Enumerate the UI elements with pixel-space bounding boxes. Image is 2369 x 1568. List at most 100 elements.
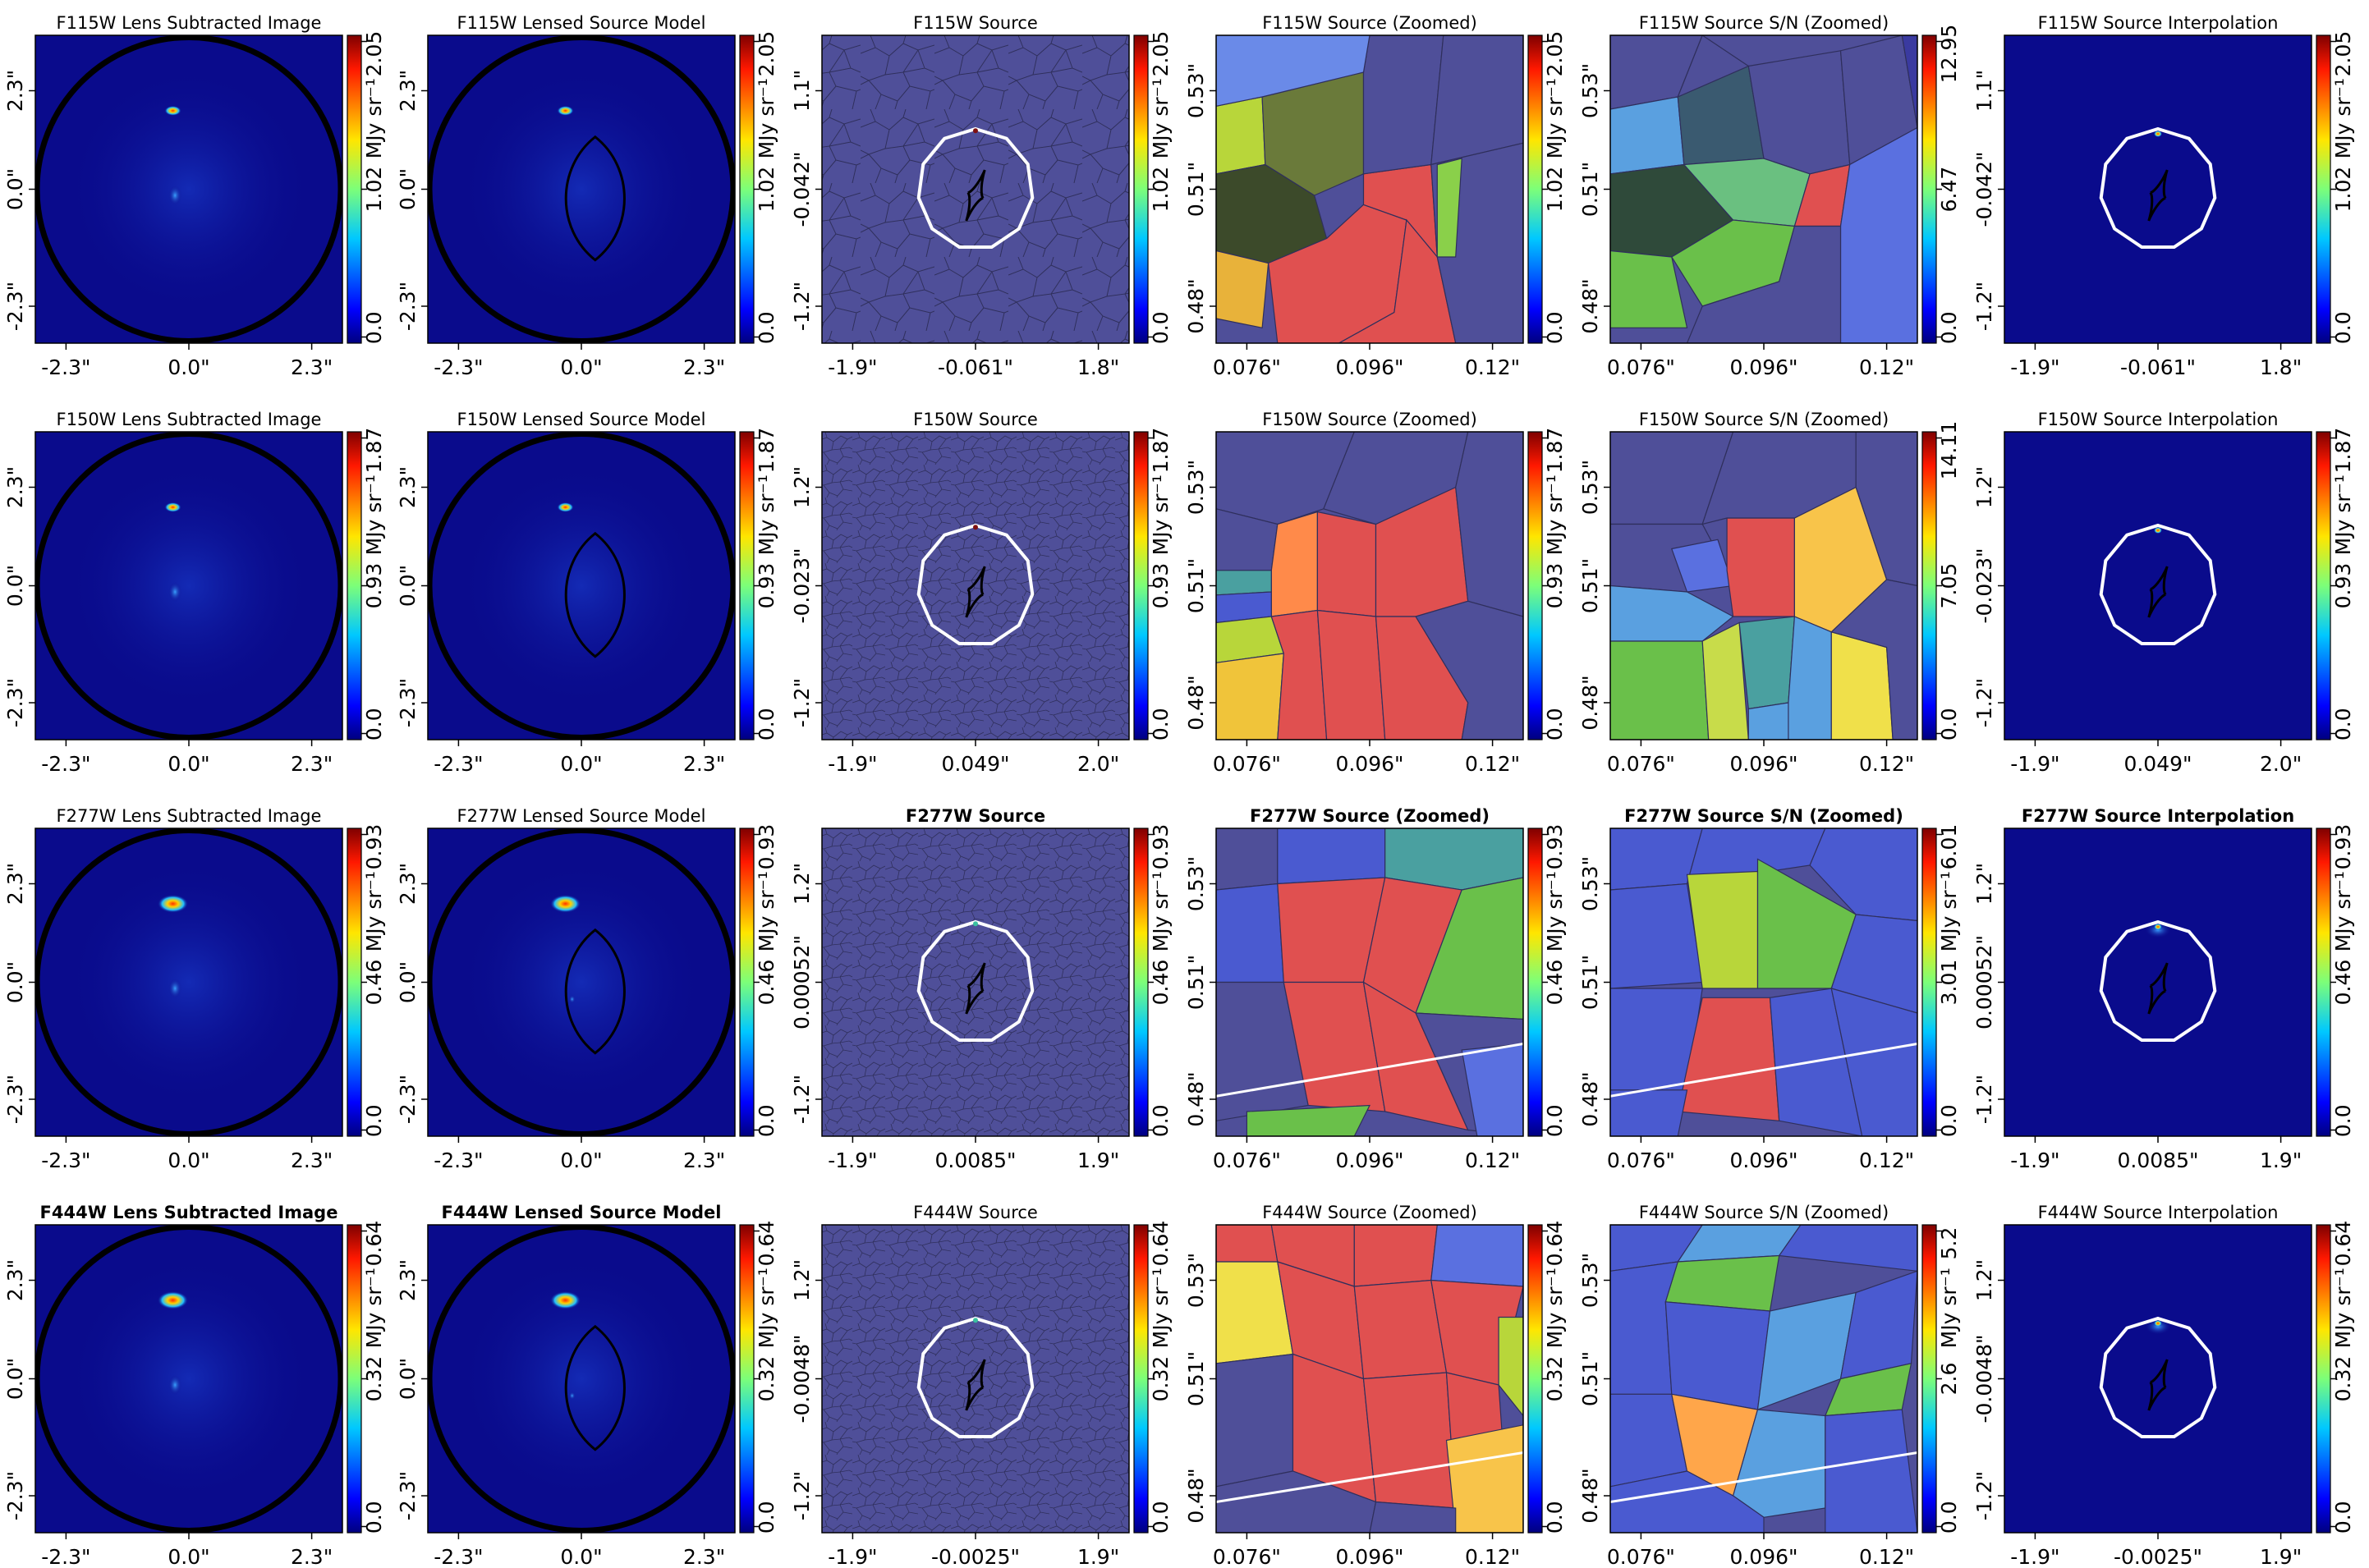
source-peak <box>2154 131 2162 137</box>
voronoi-cell <box>1338 218 1457 343</box>
colorbar-unit-label: MJy sr⁻¹ <box>1149 475 1173 555</box>
caustic-outer <box>916 126 1035 249</box>
colorbar-mid-label: 0.93 <box>1543 563 1567 609</box>
mask-circle <box>428 828 735 1136</box>
y-tick-label: -1.2" <box>1972 678 1996 727</box>
colorbar-min-label: 0.0 <box>1543 708 1567 740</box>
voronoi-cell <box>1216 35 1370 107</box>
colorbar-unit-label: MJy sr⁻¹ <box>755 475 778 555</box>
colorbar-min-label: 0.0 <box>1543 1104 1567 1137</box>
colorbar-mid-label: 0.46 <box>2331 960 2355 1006</box>
plot-area <box>35 828 342 1136</box>
mask-circle <box>35 1225 342 1533</box>
voronoi-cell <box>1461 1043 1523 1136</box>
colorbar-mid-label: 0.46 <box>755 960 778 1006</box>
colorbar-unit-label: MJy sr⁻¹ <box>362 475 386 555</box>
colorbar-unit-label: MJy sr⁻¹ <box>362 78 386 158</box>
x-tick-label: -1.9" <box>2010 1148 2059 1172</box>
y-tick-label: 2.3" <box>3 466 27 508</box>
mask-circle <box>428 35 735 343</box>
plot-area <box>428 828 735 1136</box>
plot-area <box>1610 1225 1917 1533</box>
colorbar-unit-label: MJy sr⁻¹ <box>1543 1268 1567 1348</box>
caustic-outer <box>916 523 1035 645</box>
caustic-segment <box>1216 1043 1523 1098</box>
y-tick-label: 0.53" <box>1578 63 1602 118</box>
voronoi-cell <box>1277 828 1386 885</box>
colorbar-max-label: 1.87 <box>362 428 386 474</box>
colorbar-mid-label: 1.02 <box>755 167 778 213</box>
colorbar-mid-label: 7.05 <box>1937 563 1961 609</box>
colorbar <box>2316 1224 2331 1534</box>
y-tick-label: 1.2" <box>790 863 814 905</box>
x-tick-label: 0.076" <box>1213 1148 1281 1172</box>
y-tick-label: -2.3" <box>3 1471 27 1520</box>
colorbar-min-label: 0.0 <box>1149 311 1173 344</box>
y-tick-label: 1.2" <box>1972 1259 1996 1301</box>
x-tick-label: 0.0" <box>560 355 602 379</box>
x-tick-label: 0.076" <box>1607 1545 1675 1568</box>
y-tick-label: 1.1" <box>1972 70 1996 112</box>
y-tick-label: 0.53" <box>1184 63 1208 118</box>
voronoi-cell <box>1415 600 1523 740</box>
colorbar-min-label: 0.0 <box>1149 708 1173 740</box>
x-tick-label: 0.0" <box>168 1148 209 1172</box>
x-tick-label: 0.12" <box>1859 1148 1914 1172</box>
y-tick-label: 1.2" <box>1972 863 1996 905</box>
panel-f444w-3: F444W Source (Zoomed) 0.076" 0.096" 0.12" 0.… <box>1184 1203 1567 1568</box>
caustic-outer <box>2099 523 2217 645</box>
colorbar-mid-label: 6.47 <box>1937 167 1961 213</box>
x-tick-label: 0.096" <box>1335 1545 1403 1568</box>
plot-area <box>2004 432 2312 740</box>
x-tick-label: 2.3" <box>291 1545 333 1568</box>
y-tick-label: 0.48" <box>1578 278 1602 333</box>
x-tick-label: 0.0" <box>560 1148 602 1172</box>
y-tick-label: 2.3" <box>3 1259 27 1301</box>
colorbar-unit-label: MJy sr⁻¹ <box>362 871 386 951</box>
y-tick-label: 0.0" <box>396 961 420 1003</box>
panel-title: F444W Lensed Source Model <box>442 1203 722 1222</box>
y-tick-label: -1.2" <box>790 1075 814 1124</box>
voronoi-cell <box>1216 828 1279 891</box>
plot-area <box>1610 828 1917 1136</box>
voronoi-cell <box>1316 511 1377 617</box>
voronoi-cell <box>1316 609 1386 740</box>
x-tick-label: 1.9" <box>1077 1148 1119 1172</box>
x-tick-label: -2.3" <box>434 1148 483 1172</box>
y-tick-label: -0.042" <box>1972 151 1996 227</box>
colorbar-max-label: 0.64 <box>2331 1221 2355 1267</box>
source-peak <box>973 921 978 927</box>
panel-title: F277W Source (Zoomed) <box>1250 806 1490 826</box>
plot-area <box>1216 828 1523 1136</box>
voronoi-cell <box>1686 225 1842 343</box>
x-tick-label: 0.12" <box>1465 1545 1520 1568</box>
y-tick-label: 0.51" <box>1184 1351 1208 1406</box>
y-tick-label: 0.53" <box>1578 856 1602 911</box>
source-peak <box>2154 1320 2162 1327</box>
y-tick-label: 0.0" <box>396 168 420 210</box>
lensed-image-top <box>549 894 581 913</box>
colorbar <box>347 828 362 1137</box>
voronoi-cell <box>1415 877 1523 1020</box>
x-tick-label: 2.3" <box>291 355 333 379</box>
panel-f150w-3: F150W Source (Zoomed) 0.076" 0.096" 0.12" 0.… <box>1184 410 1567 776</box>
y-tick-label: 2.3" <box>396 1259 420 1301</box>
y-tick-label: -0.023" <box>790 548 814 623</box>
voronoi-mesh <box>822 1225 1129 1533</box>
x-tick-label: 2.3" <box>291 1148 333 1172</box>
colorbar-unit-label: MJy sr⁻¹ <box>2331 1268 2355 1348</box>
voronoi-cell <box>1901 35 1917 128</box>
diffuse-emission <box>458 859 705 1106</box>
x-tick-label: 0.0" <box>168 355 209 379</box>
x-tick-label: 0.049" <box>941 752 1009 776</box>
y-tick-label: 0.53" <box>1578 1253 1602 1308</box>
colorbar-max-label: 5.2 <box>1937 1227 1961 1260</box>
y-tick-label: 1.1" <box>790 70 814 112</box>
plot-area <box>428 35 735 343</box>
x-tick-label: 2.0" <box>2260 752 2302 776</box>
lensed-image-top <box>164 105 181 116</box>
voronoi-cell <box>1270 511 1318 617</box>
colorbar <box>1527 431 1543 740</box>
lensed-image-top <box>157 1291 189 1309</box>
x-tick-label: 0.096" <box>1729 752 1797 776</box>
